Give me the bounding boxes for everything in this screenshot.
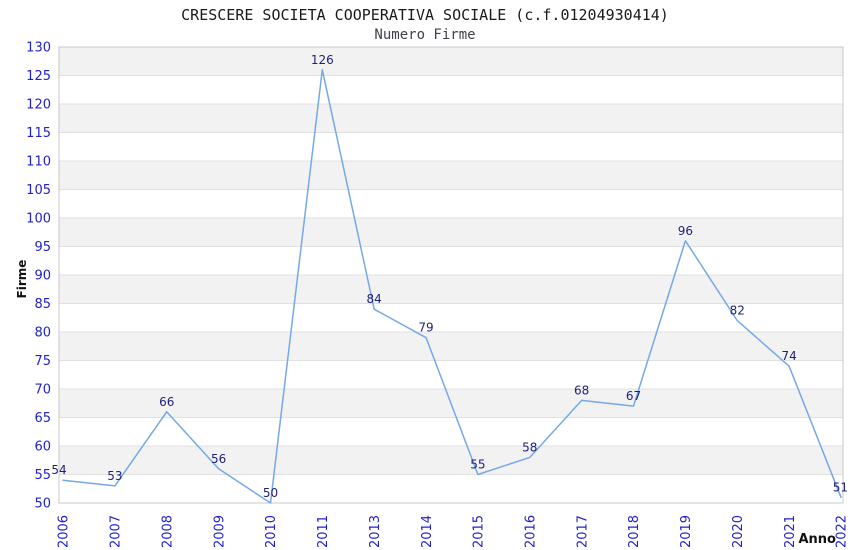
- grid-band: [59, 104, 843, 133]
- x-tick-label: 2010: [264, 515, 279, 548]
- y-tick-label: 105: [26, 183, 51, 198]
- grid-band: [59, 218, 843, 247]
- grid-band: [59, 474, 843, 503]
- value-label: 79: [418, 321, 433, 335]
- y-tick-label: 55: [34, 468, 51, 483]
- y-tick-label: 65: [34, 411, 51, 426]
- value-label: 54: [51, 463, 66, 477]
- y-tick-label: 60: [34, 440, 51, 455]
- grid-band: [59, 275, 843, 304]
- y-tick-label: 110: [26, 155, 51, 170]
- plot-border: [58, 46, 844, 504]
- chart-title: CRESCERE SOCIETA COOPERATIVA SOCIALE (c.…: [181, 6, 669, 24]
- x-tick-label: 2017: [575, 515, 590, 548]
- value-label: 67: [626, 389, 641, 403]
- y-tick-label: 95: [34, 240, 51, 255]
- value-label: 66: [159, 395, 174, 409]
- value-label: 96: [678, 224, 693, 238]
- x-tick-label: 2013: [368, 515, 383, 548]
- x-tick-label: 2008: [160, 515, 175, 548]
- y-axis-title: Firme: [15, 260, 29, 299]
- y-tick-label: 50: [34, 497, 51, 512]
- value-label: 56: [211, 452, 226, 466]
- x-tick-label: 2018: [627, 515, 642, 548]
- data-line: [62, 69, 842, 504]
- y-tick-label: 115: [26, 126, 51, 141]
- y-tick-label: 70: [34, 383, 51, 398]
- x-tick-label: 2015: [472, 515, 487, 548]
- x-tick-label: 2007: [109, 515, 124, 548]
- y-tick-label: 130: [26, 41, 51, 56]
- grid-band: [59, 132, 843, 161]
- y-tick-label: 100: [26, 212, 51, 227]
- y-tick-label: 85: [34, 297, 51, 312]
- grid-band: [59, 446, 843, 475]
- grid-band: [59, 332, 843, 361]
- value-label: 53: [107, 469, 122, 483]
- x-tick-label: 2021: [783, 515, 798, 548]
- x-tick-label: 2016: [524, 515, 539, 548]
- y-tick-label: 125: [26, 69, 51, 84]
- grid-band: [59, 417, 843, 446]
- value-label: 74: [781, 349, 796, 363]
- value-label: 50: [263, 486, 278, 500]
- grid-band: [59, 47, 843, 76]
- value-label: 68: [574, 383, 589, 397]
- y-tick-label: 75: [34, 354, 51, 369]
- x-axis-title: Anno: [798, 532, 836, 547]
- x-tick-label: 2011: [316, 515, 331, 548]
- x-tick-label: 2022: [835, 515, 850, 548]
- grid-band: [59, 161, 843, 190]
- y-tick-label: 90: [34, 269, 51, 284]
- x-tick-label: 2014: [420, 515, 435, 548]
- y-tick-label: 120: [26, 98, 51, 113]
- value-label: 58: [522, 440, 537, 454]
- x-tick-label: 2020: [731, 515, 746, 548]
- x-tick-label: 2009: [212, 515, 227, 548]
- grid-band: [59, 75, 843, 104]
- value-label: 126: [311, 53, 334, 67]
- value-label: 55: [470, 458, 485, 472]
- value-label: 82: [730, 304, 745, 318]
- grid-band: [59, 303, 843, 332]
- y-tick-label: 80: [34, 326, 51, 341]
- chart-subtitle: Numero Firme: [374, 27, 476, 43]
- grid-band: [59, 246, 843, 275]
- grid-band: [59, 189, 843, 218]
- value-label: 84: [367, 292, 382, 306]
- grid-band: [59, 360, 843, 389]
- value-label: 51: [833, 480, 848, 494]
- x-tick-label: 2006: [57, 515, 72, 548]
- x-tick-label: 2019: [679, 515, 694, 548]
